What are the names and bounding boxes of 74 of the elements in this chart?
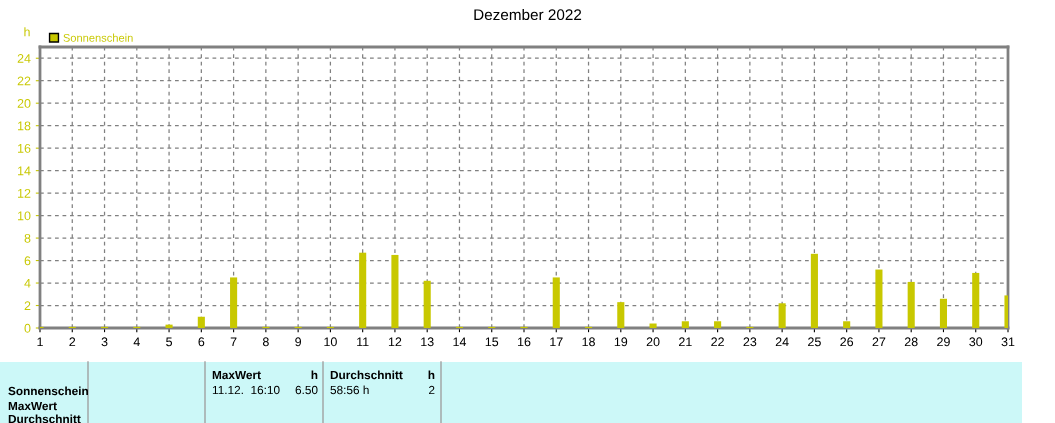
x-tick-label: 23 <box>743 337 757 347</box>
x-tick-label: 25 <box>808 337 821 347</box>
y-tick-label: 6 <box>24 256 31 266</box>
text: Durchschnitt <box>330 370 403 380</box>
legend-label: Sonnenschein <box>63 33 133 42</box>
x-tick-label: 9 <box>295 337 302 347</box>
x-tick-label: 26 <box>840 337 854 347</box>
x-tick-label: 7 <box>230 337 237 347</box>
bar <box>843 321 851 328</box>
y-tick-label: 4 <box>24 278 31 288</box>
x-tick-label: 30 <box>969 337 983 347</box>
bar <box>197 316 205 328</box>
x-tick-label: 29 <box>937 337 950 347</box>
x-tick-label: 21 <box>679 337 692 347</box>
y-tick-label: 16 <box>18 143 31 153</box>
x-tick-label: 2 <box>69 337 76 347</box>
bar <box>875 269 883 328</box>
x-tick-label: 5 <box>166 337 173 347</box>
bar <box>552 277 560 328</box>
y-tick-label: 0 <box>24 323 31 333</box>
x-tick-label: 17 <box>550 337 563 347</box>
text: Sonnenschein <box>8 386 88 396</box>
x-tick-label: 12 <box>388 337 402 347</box>
y-tick-label: 22 <box>17 76 31 86</box>
y-tick-label: 2 <box>24 301 31 311</box>
x-tick-label: 24 <box>775 337 789 347</box>
x-tick-label: 20 <box>646 337 660 347</box>
text: 58:56 h <box>330 385 369 395</box>
x-tick-label: 6 <box>198 337 205 347</box>
x-tick-label: 10 <box>324 337 337 347</box>
x-tick-label: 16 <box>518 337 531 347</box>
x-tick-label: 15 <box>485 337 499 347</box>
x-tick-label: 22 <box>711 337 724 347</box>
text: 2 <box>429 385 435 395</box>
bar <box>617 302 625 328</box>
text: MaxWert <box>8 401 57 411</box>
x-tick-label: 28 <box>904 337 918 347</box>
y-tick-label: 8 <box>24 233 31 243</box>
text: Durchschnitt <box>8 414 81 423</box>
bar <box>810 253 818 328</box>
bar <box>391 254 399 328</box>
y-tick-label: 24 <box>17 54 31 63</box>
x-tick-label: 31 <box>1001 337 1015 347</box>
text: MaxWert <box>212 370 261 380</box>
bar <box>714 321 722 328</box>
text: 6.50 <box>295 385 318 395</box>
bar <box>681 321 689 328</box>
x-tick-label: 27 <box>872 337 886 347</box>
bar <box>939 298 948 328</box>
y-axis-title: h <box>24 27 30 37</box>
bar <box>423 280 431 328</box>
x-tick-label: 19 <box>614 337 628 347</box>
y-tick-label: 18 <box>18 121 31 131</box>
y-tick-label: 20 <box>17 99 31 108</box>
bar <box>359 252 367 328</box>
bar <box>230 277 238 328</box>
x-tick-label: 8 <box>262 337 269 347</box>
text: 11.12. 16:10 <box>212 385 280 395</box>
chart-title: Dezember 2022 <box>474 8 582 21</box>
x-tick-label: 14 <box>453 337 467 347</box>
text: h <box>311 370 318 380</box>
bar <box>972 272 980 328</box>
x-tick-label: 13 <box>421 337 434 347</box>
bar <box>907 281 915 328</box>
text: h <box>428 370 435 380</box>
y-tick-label: 12 <box>18 188 31 198</box>
x-tick-label: 18 <box>582 337 595 347</box>
x-tick-label: 4 <box>133 337 140 347</box>
x-tick-label: 1 <box>37 337 43 347</box>
y-tick-label: 14 <box>18 166 31 176</box>
y-tick-label: 10 <box>18 211 31 221</box>
x-tick-label: 3 <box>101 337 108 347</box>
bar <box>778 303 786 328</box>
x-tick-label: 11 <box>357 337 369 347</box>
